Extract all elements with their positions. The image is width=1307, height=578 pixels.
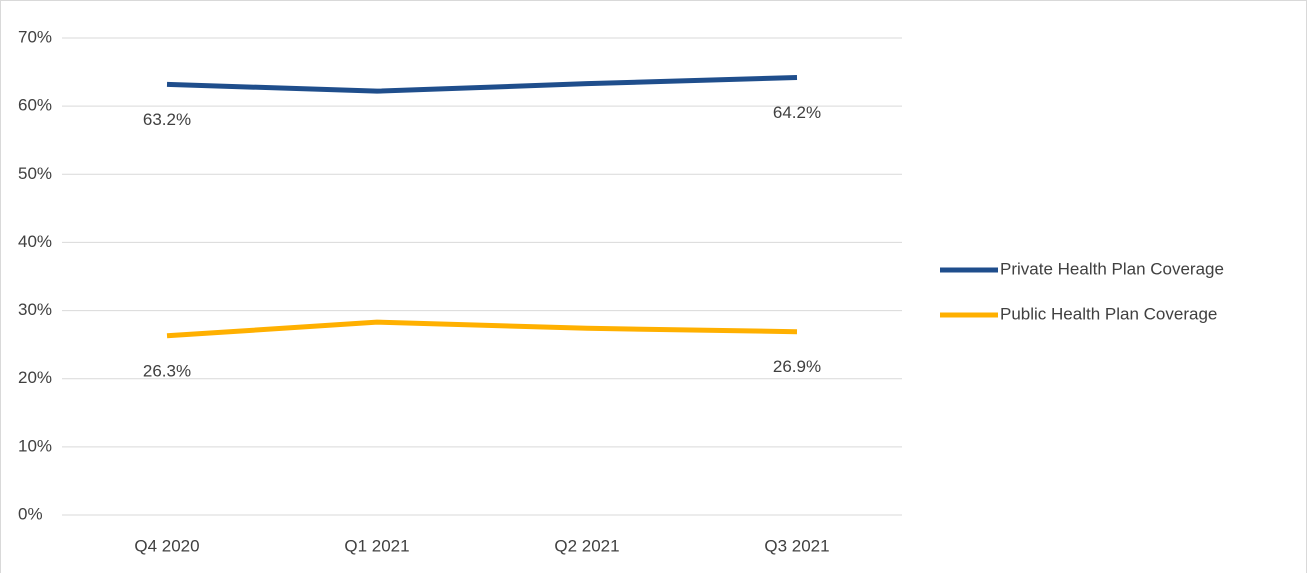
legend-label: Private Health Plan Coverage <box>1000 259 1224 278</box>
y-tick-label: 50% <box>18 164 52 183</box>
data-label: 26.3% <box>143 361 191 380</box>
x-tick-label: Q2 2021 <box>554 536 619 555</box>
y-tick-label: 20% <box>18 368 52 387</box>
series-line <box>166 75 798 94</box>
data-label: 63.2% <box>143 110 191 129</box>
y-tick-label: 10% <box>18 436 52 455</box>
data-label: 64.2% <box>773 103 821 122</box>
y-tick-label: 40% <box>18 232 52 251</box>
y-tick-label: 0% <box>18 504 43 523</box>
y-tick-label: 60% <box>18 96 52 115</box>
x-tick-label: Q4 2020 <box>134 536 199 555</box>
series-line <box>166 319 798 339</box>
x-tick-label: Q1 2021 <box>344 536 409 555</box>
legend-label: Public Health Plan Coverage <box>1000 304 1217 323</box>
y-tick-label: 70% <box>18 27 52 46</box>
y-tick-label: 30% <box>18 300 52 319</box>
x-tick-label: Q3 2021 <box>764 536 829 555</box>
data-label: 26.9% <box>773 357 821 376</box>
